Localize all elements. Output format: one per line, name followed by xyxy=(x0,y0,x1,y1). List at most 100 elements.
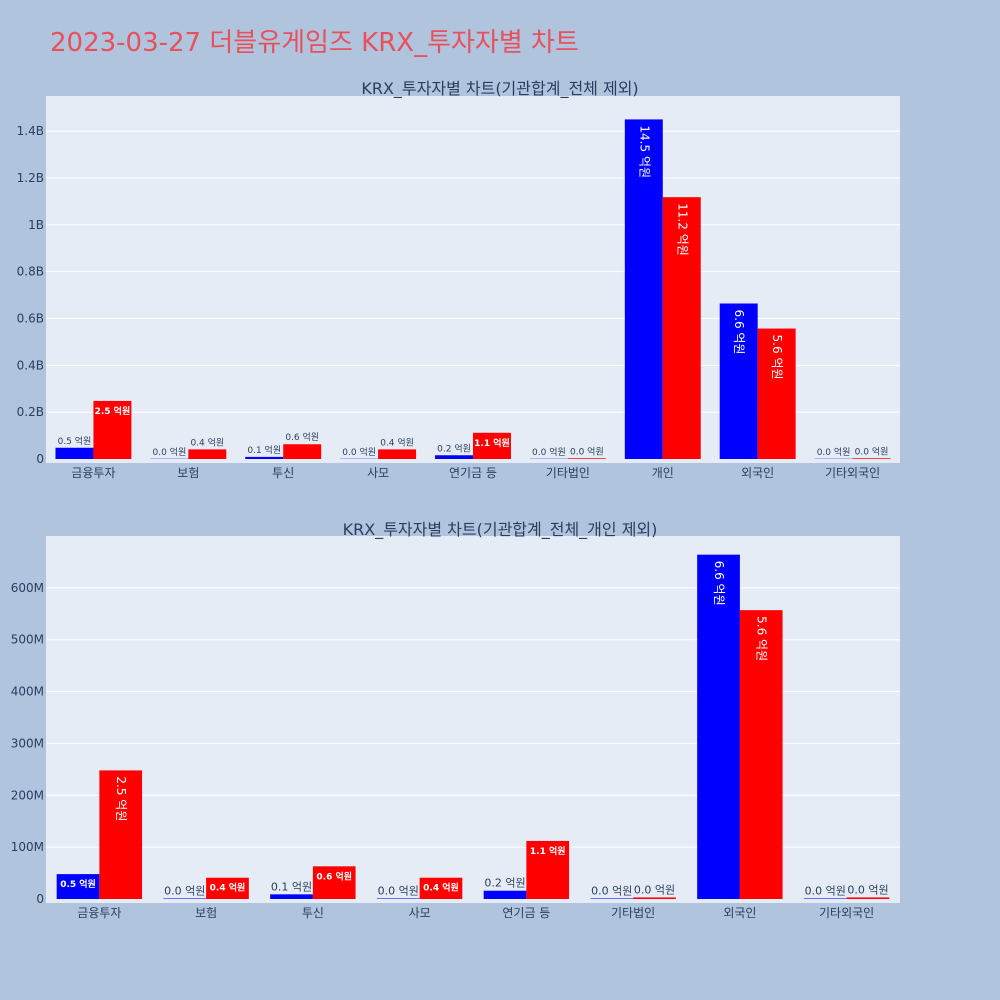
x-tick-label: 투신 xyxy=(272,466,294,480)
y-tick-label: 0.6B xyxy=(17,311,44,325)
x-tick-label: 외국인 xyxy=(741,466,774,480)
buy-bar xyxy=(56,874,100,899)
y-tick-label: 0.8B xyxy=(17,265,44,279)
y-tick-label: 400M xyxy=(11,685,44,699)
x-tick-label: 사모 xyxy=(409,906,431,920)
bar-value-label: 0.0 억원 xyxy=(342,446,376,458)
bar-value-label: 0.0 억원 xyxy=(805,884,846,897)
sell-bar xyxy=(662,197,701,459)
y-tick-label: 300M xyxy=(11,736,44,750)
sell-bar xyxy=(846,897,890,899)
x-tick-label: 기타외국인 xyxy=(819,906,874,920)
bar-value-label: 0.0 억원 xyxy=(634,883,675,896)
bar-value-label: 0.5 억원 xyxy=(60,878,96,890)
y-tick-label: 0.2B xyxy=(17,405,44,419)
bar-value-label: 1.1 억원 xyxy=(530,845,566,857)
bar-value-label: 2.5 억원 xyxy=(114,776,128,821)
bar-value-label: 0.0 억원 xyxy=(532,446,566,458)
bar-value-label: 0.0 억원 xyxy=(591,884,632,897)
x-tick-label: 연기금 등 xyxy=(502,906,550,920)
x-tick-label: 기타외국인 xyxy=(825,466,880,480)
bar-value-label: 14.5 억원 xyxy=(637,125,651,178)
sell-bar xyxy=(757,328,796,459)
buy-bar xyxy=(590,898,634,899)
buy-bar xyxy=(483,890,527,899)
sell-bar xyxy=(852,458,891,459)
sell-bar xyxy=(473,432,511,459)
bar-value-label: 5.6 억원 xyxy=(770,335,784,380)
bar-value-label: 0.1 억원 xyxy=(247,444,281,456)
sell-bar xyxy=(633,897,676,899)
bar-value-label: 0.1 억원 xyxy=(271,880,312,893)
bar-value-label: 0.0 억원 xyxy=(164,884,205,897)
sell-bar xyxy=(99,770,143,899)
y-tick-label: 1.2B xyxy=(17,171,44,185)
x-tick-label: 외국인 xyxy=(723,906,756,920)
buy-bar xyxy=(803,898,847,899)
bar-value-label: 0.4 억원 xyxy=(423,882,459,894)
bar-value-label: 6.6 억원 xyxy=(732,309,746,354)
bar-value-label: 0.0 억원 xyxy=(378,884,419,897)
y-tick-label: 200M xyxy=(11,788,44,802)
x-tick-label: 보험 xyxy=(195,906,217,920)
bar-value-label: 2.5 억원 xyxy=(95,405,131,417)
bar-value-label: 1.1 억원 xyxy=(474,437,510,449)
x-tick-label: 기타법인 xyxy=(546,466,590,480)
bar-value-label: 0.6 억원 xyxy=(285,431,319,443)
sell-bar xyxy=(378,449,417,459)
buy-bar xyxy=(55,447,94,459)
sell-bar xyxy=(419,877,463,899)
buy-bar xyxy=(719,303,758,459)
bar-value-label: 0.0 억원 xyxy=(847,883,888,896)
bar-value-label: 0.6 억원 xyxy=(316,870,352,882)
buy-bar xyxy=(624,119,663,459)
bar-value-label: 11.2 억원 xyxy=(675,203,689,256)
y-tick-label: 0 xyxy=(36,452,44,466)
sell-bar xyxy=(93,400,132,459)
y-tick-label: 0 xyxy=(36,892,44,906)
buy-bar xyxy=(163,898,207,899)
y-tick-label: 1B xyxy=(28,218,44,232)
bar-value-label: 0.4 억원 xyxy=(380,436,414,448)
chart-title: KRX_투자자별 차트(기관합계_전체_개인 제외) xyxy=(343,520,658,540)
bar-value-label: 0.4 억원 xyxy=(190,436,224,448)
sell-bar xyxy=(188,449,227,459)
sell-bar xyxy=(312,866,356,899)
page-title: 2023-03-27 더블유게임즈 KRX_투자자별 차트 xyxy=(50,28,579,58)
y-tick-label: 1.4B xyxy=(17,124,44,138)
bar-value-label: 0.2 억원 xyxy=(484,877,525,890)
sell-bar xyxy=(283,444,322,459)
x-tick-label: 사모 xyxy=(367,466,389,480)
y-tick-label: 500M xyxy=(11,633,44,647)
chart-bottom: KRX_투자자별 차트(기관합계_전체_개인 제외) 0 100M 200M 300M 4… xyxy=(11,520,900,920)
bar-value-label: 0.0 억원 xyxy=(570,445,604,457)
bar-value-label: 0.0 억원 xyxy=(817,446,851,458)
y-tick-label: 600M xyxy=(11,581,44,595)
x-tick-label: 개인 xyxy=(652,466,674,480)
buy-bar xyxy=(435,455,473,459)
x-tick-label: 금융투자 xyxy=(77,906,121,920)
y-tick-label: 0.4B xyxy=(17,358,44,372)
sell-bar xyxy=(526,840,570,899)
bar-value-label: 0.0 억원 xyxy=(855,445,889,457)
x-tick-label: 기타법인 xyxy=(611,906,655,920)
buy-bar xyxy=(376,898,420,899)
bar-value-label: 5.6 억원 xyxy=(755,616,769,661)
chart-top: KRX_투자자별 차트(기관합계_전체 제외) 0 0.2B 0.4B 0.6B 0.8B… xyxy=(17,79,900,480)
sell-bar xyxy=(739,610,783,899)
x-tick-label: 금융투자 xyxy=(71,466,115,480)
buy-bar xyxy=(270,894,313,899)
buy-bar xyxy=(245,456,284,459)
bar-value-label: 0.2 억원 xyxy=(437,442,471,454)
sell-bar xyxy=(206,877,249,899)
bar-value-label: 6.6 억원 xyxy=(712,561,726,606)
x-tick-label: 투신 xyxy=(302,906,324,920)
y-tick-label: 100M xyxy=(11,840,44,854)
bar-value-label: 0.4 억원 xyxy=(210,882,246,894)
bar-value-label: 0.0 억원 xyxy=(152,446,186,458)
x-tick-label: 연기금 등 xyxy=(449,466,497,480)
bar-value-label: 0.5 억원 xyxy=(58,435,92,447)
sell-bar xyxy=(567,458,606,459)
x-tick-label: 보험 xyxy=(177,466,199,480)
buy-bar xyxy=(697,554,740,899)
